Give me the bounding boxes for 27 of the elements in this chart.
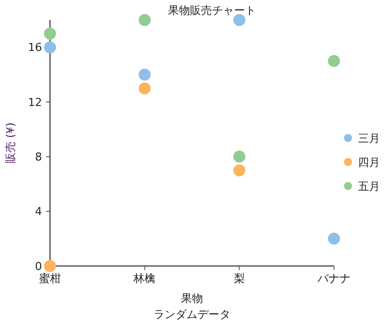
point [233,14,246,26]
y-tick-label: 4 [35,205,42,218]
point [328,232,340,245]
point [138,14,151,26]
x-tick-label: 蜜柑 [39,272,61,285]
y-tick-label: 8 [35,150,42,164]
x-axis-title: 果物 [181,292,203,305]
x-tick-label: 林檎 [132,272,156,285]
x-tick-label: バナナ [316,272,350,285]
y-tick-label: 16 [28,41,42,54]
text: ランダムデータ [154,308,230,321]
legend-label: 四月 [358,156,380,169]
y-axis-title: 販売 (¥) [4,122,17,164]
point [138,68,151,81]
point [138,82,151,94]
chart-title: 果物販売チャート [168,4,256,17]
legend-label: 五月 [358,180,380,193]
legend-label: 三月 [358,132,380,145]
point [44,260,56,272]
y-tick-label: 12 [28,96,42,109]
point [44,41,56,54]
point [44,28,56,40]
y-tick-label: 0 [35,260,42,273]
point [233,164,246,176]
x-tick-label: 梨 [234,272,245,285]
point [233,150,246,163]
point [328,55,340,67]
